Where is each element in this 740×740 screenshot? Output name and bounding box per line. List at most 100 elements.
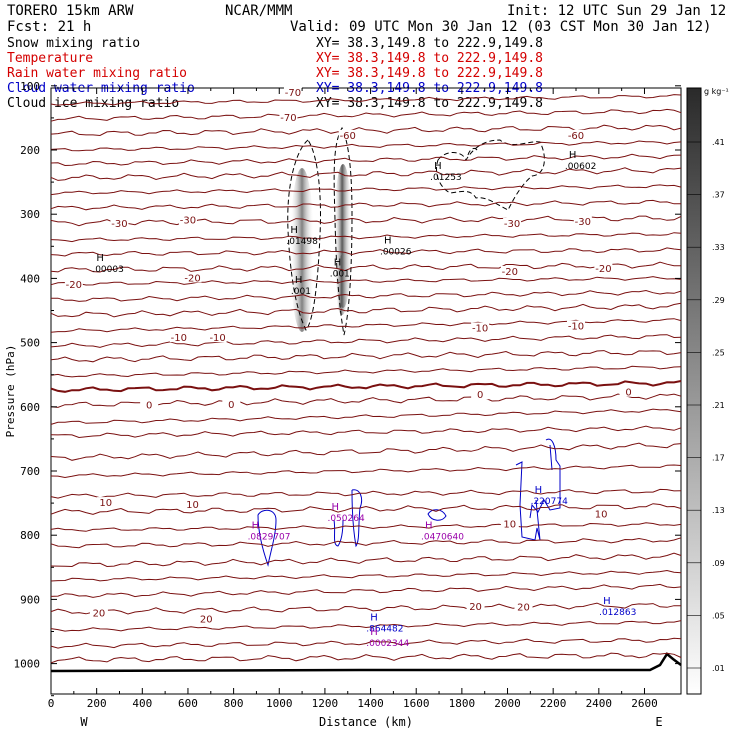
x-tick-label: 2600 bbox=[631, 697, 658, 710]
max-value: .0470640 bbox=[421, 532, 464, 542]
temp-label-bg bbox=[183, 499, 202, 510]
colorbar-label: .21 bbox=[712, 401, 725, 410]
temp-label-bg bbox=[169, 332, 188, 343]
isotherm-line bbox=[50, 602, 682, 615]
isotherm-line bbox=[50, 334, 682, 348]
isotherm-line bbox=[50, 232, 682, 243]
temp-label: 10 bbox=[595, 510, 608, 521]
temp-label-bg bbox=[96, 497, 115, 508]
temp-label-bg bbox=[503, 217, 522, 228]
isotherm-line bbox=[50, 94, 682, 106]
x-tick-label: 1200 bbox=[312, 697, 339, 710]
temp-label: -60 bbox=[340, 131, 356, 142]
temp-label: 10 bbox=[503, 519, 516, 530]
colorbar-units: g kg⁻¹ bbox=[704, 87, 729, 96]
legend-xy-temperature: XY= 38.3,149.8 to 222.9,149.8 bbox=[316, 51, 543, 66]
temp-label: -20 bbox=[502, 267, 518, 278]
isotherm-line bbox=[50, 153, 682, 167]
colorbar-bar bbox=[686, 87, 702, 695]
colorbar-label: .29 bbox=[712, 296, 725, 305]
y-tick-label: 600 bbox=[20, 401, 40, 414]
y-tick-label: 800 bbox=[20, 529, 40, 542]
legend-xy-snow: XY= 38.3,149.8 to 222.9,149.8 bbox=[316, 36, 543, 51]
colorbar-label: .33 bbox=[712, 243, 725, 252]
temp-label: 10 bbox=[99, 498, 112, 509]
temp-label: 0 bbox=[228, 400, 234, 411]
isotherm-line bbox=[50, 522, 682, 532]
temp-label: 20 bbox=[93, 609, 106, 620]
temp-label: 20 bbox=[469, 602, 482, 613]
isotherm-line bbox=[50, 537, 682, 549]
isotherm-line bbox=[50, 365, 682, 378]
max-value: .01253 bbox=[430, 173, 462, 183]
temp-label-bg bbox=[500, 265, 519, 276]
y-tick-label: 500 bbox=[20, 337, 40, 350]
max-marker-h: H bbox=[603, 596, 611, 607]
y-tick-label: 400 bbox=[20, 272, 40, 285]
max-marker-h: H bbox=[535, 485, 543, 496]
max-marker-h: H bbox=[334, 257, 342, 268]
isotherm-line bbox=[50, 425, 682, 439]
temp-label-bg bbox=[466, 601, 485, 612]
x-tick-label: 0 bbox=[48, 697, 55, 710]
snow-shading bbox=[290, 164, 352, 332]
max-value: .0829707 bbox=[248, 532, 291, 542]
isotherm-line bbox=[50, 184, 682, 196]
ice-contour-upper-right bbox=[436, 139, 545, 211]
isotherm-line bbox=[50, 276, 682, 286]
max-value: .00003 bbox=[92, 265, 124, 275]
temp-label-bg bbox=[283, 86, 302, 97]
colorbar: g kg⁻¹ .01 .05 .09 .13 .17 .21 .25 .29 .33 .37 .41 bbox=[686, 87, 729, 695]
temp-label-bg bbox=[573, 215, 592, 226]
y-axis-label: Pressure (hPa) bbox=[4, 345, 17, 438]
isotherm-line bbox=[50, 380, 682, 393]
init-time: Init: 12 UTC Sun 29 Jan 12 bbox=[507, 3, 726, 19]
temp-label-bg bbox=[471, 389, 490, 400]
temp-label: -10 bbox=[171, 333, 187, 344]
colorbar-label: .17 bbox=[712, 454, 725, 463]
temp-label-bg bbox=[338, 129, 357, 140]
y-tick-label: 300 bbox=[20, 208, 40, 221]
terrain-line bbox=[50, 652, 682, 673]
x-tick-label: 200 bbox=[87, 697, 107, 710]
center-title: NCAR/MMM bbox=[225, 3, 292, 19]
max-value: .864482 bbox=[366, 624, 403, 634]
temp-label-bg bbox=[619, 386, 638, 397]
legend-xy-cloud-ice: XY= 38.3,149.8 to 222.9,149.8 bbox=[316, 96, 543, 111]
temp-label: 20 bbox=[200, 614, 213, 625]
x-axis-label: Distance (km) bbox=[319, 715, 413, 729]
ice-contour-west bbox=[287, 139, 321, 331]
temp-label-bg bbox=[514, 601, 533, 612]
isotherm-line bbox=[50, 637, 682, 649]
max-marker-h: H bbox=[425, 520, 433, 531]
legend-label-rain: Rain water mixing ratio bbox=[7, 66, 187, 81]
temp-label: -30 bbox=[111, 219, 127, 230]
x-tick-label: 1400 bbox=[357, 697, 384, 710]
temp-label: -30 bbox=[504, 219, 520, 230]
x-tick-label: 2200 bbox=[540, 697, 567, 710]
legend-label-snow: Snow mixing ratio bbox=[7, 36, 140, 51]
max-marker-h: H bbox=[252, 520, 260, 531]
isotherm-line bbox=[50, 503, 682, 515]
temp-label-bg bbox=[567, 320, 585, 331]
temp-label: -20 bbox=[66, 280, 82, 291]
legend-label-temperature: Temperature bbox=[7, 51, 93, 66]
temp-label: 0 bbox=[625, 388, 631, 399]
temp-label-bg bbox=[89, 607, 108, 618]
isotherm-line bbox=[50, 124, 682, 137]
west-label: W bbox=[80, 715, 88, 729]
x-tick-label: 400 bbox=[132, 697, 152, 710]
model-title: TORERO 15km ARW bbox=[7, 3, 134, 19]
temperature-labels: -70 -70 -60 -60 -30 -30 -30 -30 -20 -20 -20 -20 -10 -… bbox=[64, 86, 638, 625]
ice-contour-peak bbox=[467, 147, 479, 156]
temp-label-bg bbox=[567, 129, 585, 140]
colorbar-label: .13 bbox=[712, 506, 725, 515]
temp-label: -10 bbox=[472, 323, 488, 334]
max-marker-h: H bbox=[96, 253, 104, 264]
isotherm-line bbox=[50, 199, 681, 211]
x-tick-label: 2400 bbox=[586, 697, 613, 710]
max-marker-h: H bbox=[384, 235, 392, 246]
x-tick-label: 600 bbox=[178, 697, 198, 710]
